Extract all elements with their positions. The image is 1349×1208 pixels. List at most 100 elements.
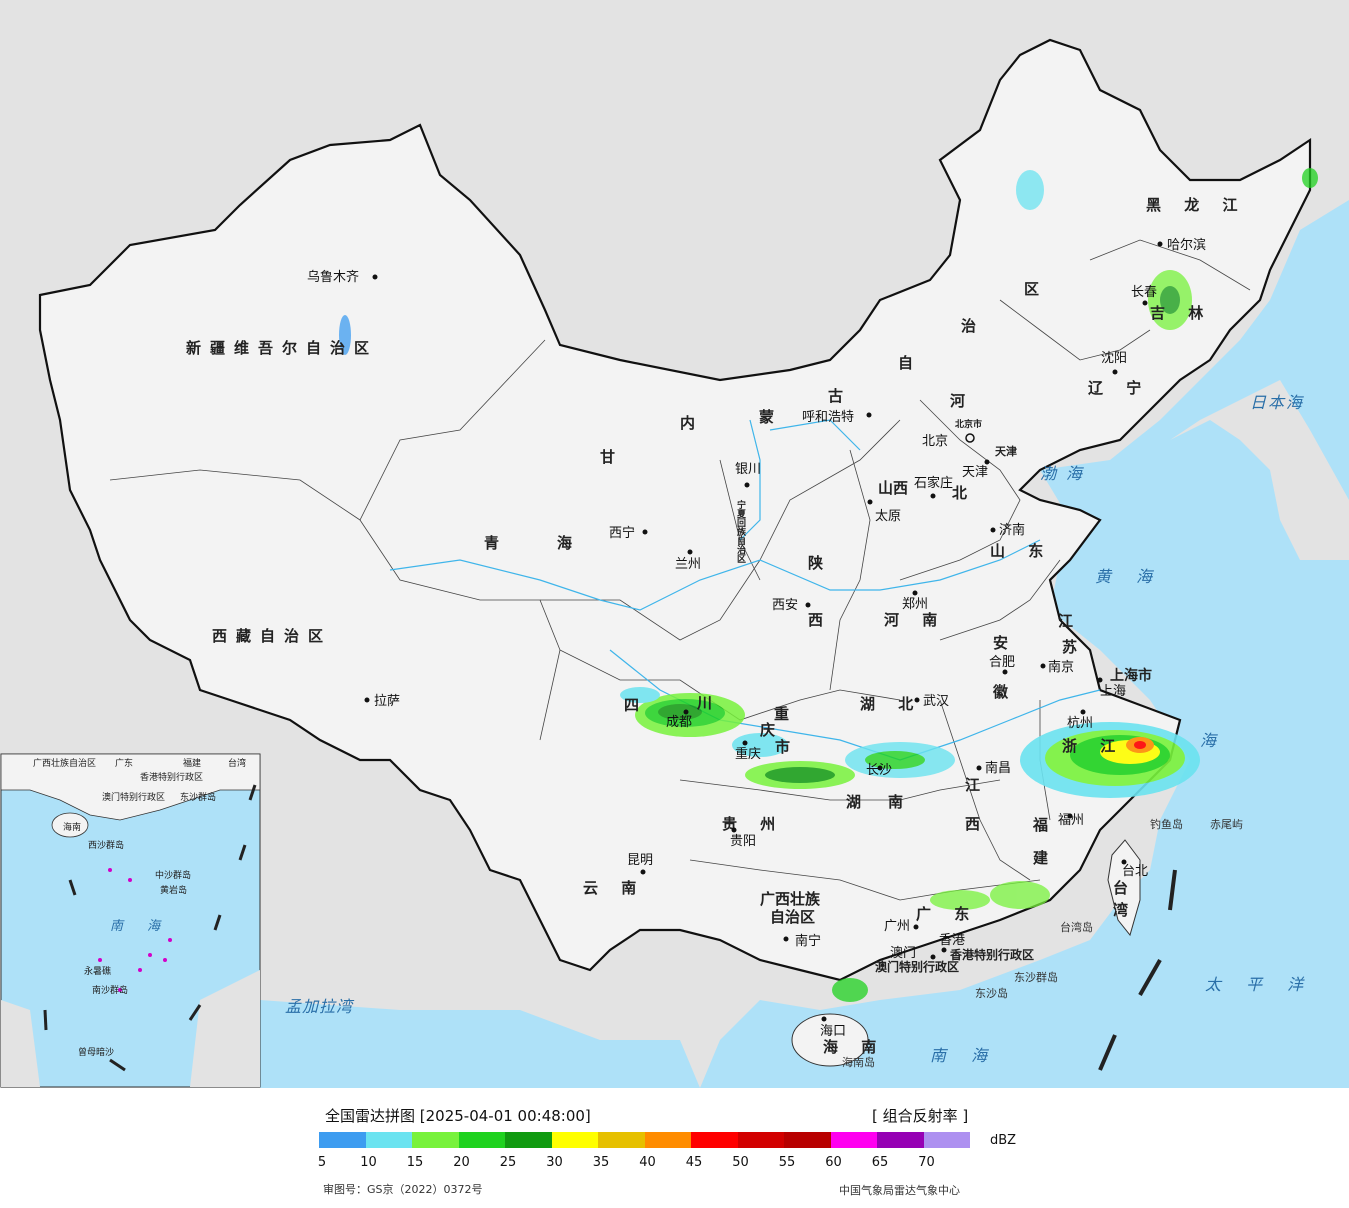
sea-nanhai: 南 海 xyxy=(930,1046,997,1065)
color-scale-bar xyxy=(319,1132,970,1148)
island-diaoyu: 钓鱼岛 xyxy=(1150,817,1183,831)
city-taibei: 台北 xyxy=(1122,864,1148,879)
scale-tick-20: 20 xyxy=(453,1155,470,1170)
inset-macao: 澳门特别行政区 xyxy=(102,791,165,803)
label-hunan-a: 湖 xyxy=(846,793,870,811)
scale-swatch-25 xyxy=(505,1132,552,1148)
inset-taiwan: 台湾 xyxy=(228,757,246,769)
sea-mengjiala: 孟加拉湾 xyxy=(285,997,355,1016)
producer-credit: 中国气象局雷达气象中心 xyxy=(839,1184,960,1197)
island-dongsha-qundao: 东沙群岛 xyxy=(1014,970,1058,984)
city-harbin: 哈尔滨 xyxy=(1167,237,1206,253)
city-guangzhou: 广州 xyxy=(884,919,910,934)
inset-dongsha: 东沙群岛 xyxy=(180,791,216,803)
label-guangdong: 广 东 xyxy=(916,905,978,923)
sea-area-south xyxy=(260,1000,700,1088)
city-tianjin: 天津 xyxy=(962,465,988,480)
scale-swatch-70 xyxy=(923,1132,970,1148)
radar-echo-coast xyxy=(339,168,1318,1002)
city-kunming: 昆明 xyxy=(627,853,653,868)
city-nanjing: 南京 xyxy=(1048,659,1074,675)
label-shanxi-a: 山西 xyxy=(878,479,908,497)
scale-swatch-10 xyxy=(365,1132,412,1148)
city-urumqi: 乌鲁木齐 xyxy=(307,269,359,285)
label-neimeng-e: 治 xyxy=(961,317,985,335)
inset-fujian: 福建 xyxy=(183,757,201,769)
scale-swatch-50 xyxy=(737,1132,784,1148)
scale-swatch-30 xyxy=(551,1132,598,1148)
city-taiyuan: 太原 xyxy=(875,509,901,524)
city-zhengzhou: 郑州 xyxy=(902,597,928,612)
hainan-island xyxy=(791,1013,869,1067)
city-guiyang: 贵阳 xyxy=(730,834,756,849)
boundary-dashes xyxy=(1098,869,1177,1071)
scale-tick-65: 65 xyxy=(871,1155,889,1170)
sea-donghai: 海 xyxy=(1200,731,1226,750)
label-xizang: 西藏自治区 xyxy=(212,627,332,645)
label-neimeng-c: 古 xyxy=(828,387,852,405)
sea-taipingyang: 太 平 洋 xyxy=(1205,975,1313,994)
label-jiangxi-a: 江 xyxy=(965,776,989,794)
label-shanghai-city: 上海市 xyxy=(1110,667,1152,684)
label-shaanxi-a: 陕 xyxy=(808,554,832,572)
label-jiangxi-b: 西 xyxy=(965,815,989,833)
scale-tick-35: 35 xyxy=(592,1155,610,1170)
label-anhui-a: 安 xyxy=(993,634,1017,652)
city-yinchuan: 银川 xyxy=(735,462,761,477)
label-chongqing-c: 市 xyxy=(775,738,799,756)
city-shanghai: 上海 xyxy=(1100,684,1126,699)
label-gansu: 甘 xyxy=(600,448,624,466)
radar-echo-chongqing xyxy=(732,733,855,789)
inset-nansha: 南沙群岛 xyxy=(92,984,128,996)
city-fuzhou: 福州 xyxy=(1058,813,1084,828)
radar-echo-zhejiang xyxy=(1020,722,1200,798)
radar-echo-sichuan xyxy=(620,687,745,737)
label-neimeng-d: 自 xyxy=(898,354,922,372)
scale-tick-30: 30 xyxy=(546,1155,563,1170)
label-shaanxi-b: 西 xyxy=(808,611,832,629)
label-jiangsu-b: 苏 xyxy=(1062,638,1086,656)
scale-swatch-5 xyxy=(319,1132,366,1148)
taiwan-island xyxy=(1107,839,1141,937)
inset-yongshu: 永暑礁 xyxy=(84,965,111,977)
scale-swatch-20 xyxy=(458,1132,505,1148)
city-shenyang: 沈阳 xyxy=(1101,351,1127,366)
label-guizhou: 贵 州 xyxy=(722,815,784,833)
label-hongkong-sar: 香港特别行政区 xyxy=(949,947,1034,962)
scale-swatch-35 xyxy=(598,1132,645,1148)
label-chongqing-a: 重 xyxy=(774,705,798,723)
label-zhejiang: 浙 江 xyxy=(1062,737,1124,755)
sea-huanghai: 黄 海 xyxy=(1095,567,1162,586)
unit-label: dBZ xyxy=(990,1133,1017,1148)
city-hangzhou: 杭州 xyxy=(1067,716,1093,731)
inset-xisha: 西沙群岛 xyxy=(88,839,124,851)
label-qinghai-b: 海 xyxy=(557,534,581,552)
label-beijing-city: 北京市 xyxy=(955,418,982,430)
radar-map: 新疆维吾尔自治区 西藏自治区 青 海 甘 四 川 内 蒙 古 自 治 区 黑 龙… xyxy=(0,0,1349,1088)
label-xinjiang: 新疆维吾尔自治区 xyxy=(186,339,378,357)
city-haikou: 海口 xyxy=(820,1024,846,1039)
scale-tick-45: 45 xyxy=(685,1155,703,1170)
inset-guangxi: 广西壮族自治区 xyxy=(33,757,96,769)
scale-tick-50: 50 xyxy=(732,1155,749,1170)
label-hubei: 湖 北 xyxy=(860,695,922,713)
sea-inset-nanhai: 南 海 xyxy=(110,919,170,934)
label-shandong: 山 东 xyxy=(990,542,1052,560)
label-macao-sar: 澳门特别行政区 xyxy=(875,959,959,974)
label-hunan-b: 南 xyxy=(888,793,912,811)
island-taiwan: 台湾岛 xyxy=(1060,920,1093,934)
city-chengdu: 成都 xyxy=(666,715,692,730)
sea-area xyxy=(700,200,1349,1088)
label-guangxi-a: 广西壮族 xyxy=(760,890,821,908)
japan-land xyxy=(1170,380,1349,560)
scale-tick-55: 55 xyxy=(778,1155,796,1170)
china-land xyxy=(38,38,1312,982)
city-jinan: 济南 xyxy=(999,522,1025,538)
scale-tick-40: 40 xyxy=(639,1155,656,1170)
label-neimeng-b: 蒙 xyxy=(759,408,783,426)
city-nanning: 南宁 xyxy=(795,933,821,949)
label-ningxia: 宁夏回族自治区 xyxy=(735,499,747,563)
inset-guangdong: 广东 xyxy=(115,757,133,769)
city-hongkong: 香港 xyxy=(939,933,965,948)
inset-hongkong: 香港特别行政区 xyxy=(140,771,203,783)
